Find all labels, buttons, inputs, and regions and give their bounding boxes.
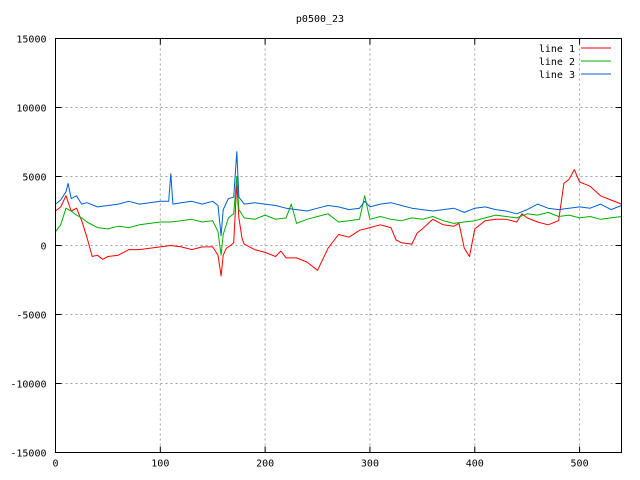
x-tick-label: 300 [361, 459, 379, 470]
y-tick-label: 0 [40, 242, 46, 253]
legend-label-2: line 2 [539, 57, 575, 68]
x-tick-label: 100 [151, 459, 169, 470]
y-tick-label: 15000 [16, 35, 46, 46]
y-tick-label: -10000 [10, 380, 46, 391]
x-tick-label: 500 [571, 459, 589, 470]
chart-title: p0500_23 [296, 14, 344, 25]
x-tick-label: 200 [256, 459, 274, 470]
series-line-3 [55, 151, 622, 237]
legend-label-3: line 3 [539, 70, 575, 81]
legend-label-1: line 1 [539, 44, 575, 55]
y-tick-label: 5000 [22, 173, 46, 184]
y-tick-label: -15000 [10, 449, 46, 460]
y-tick-label: 10000 [16, 104, 46, 115]
series-line-1 [55, 169, 622, 277]
axis-ticks: 0 100 200 300 400 500 -15000 -10000 -5000 0 5000 10… [10, 35, 622, 470]
legend: line 1 line 2 line 3 [539, 44, 611, 81]
grid [55, 38, 622, 453]
y-tick-label: -5000 [16, 311, 46, 322]
series-line-2 [55, 176, 622, 256]
x-tick-label: 0 [52, 459, 58, 470]
series-lines [55, 151, 622, 277]
x-tick-label: 400 [466, 459, 484, 470]
